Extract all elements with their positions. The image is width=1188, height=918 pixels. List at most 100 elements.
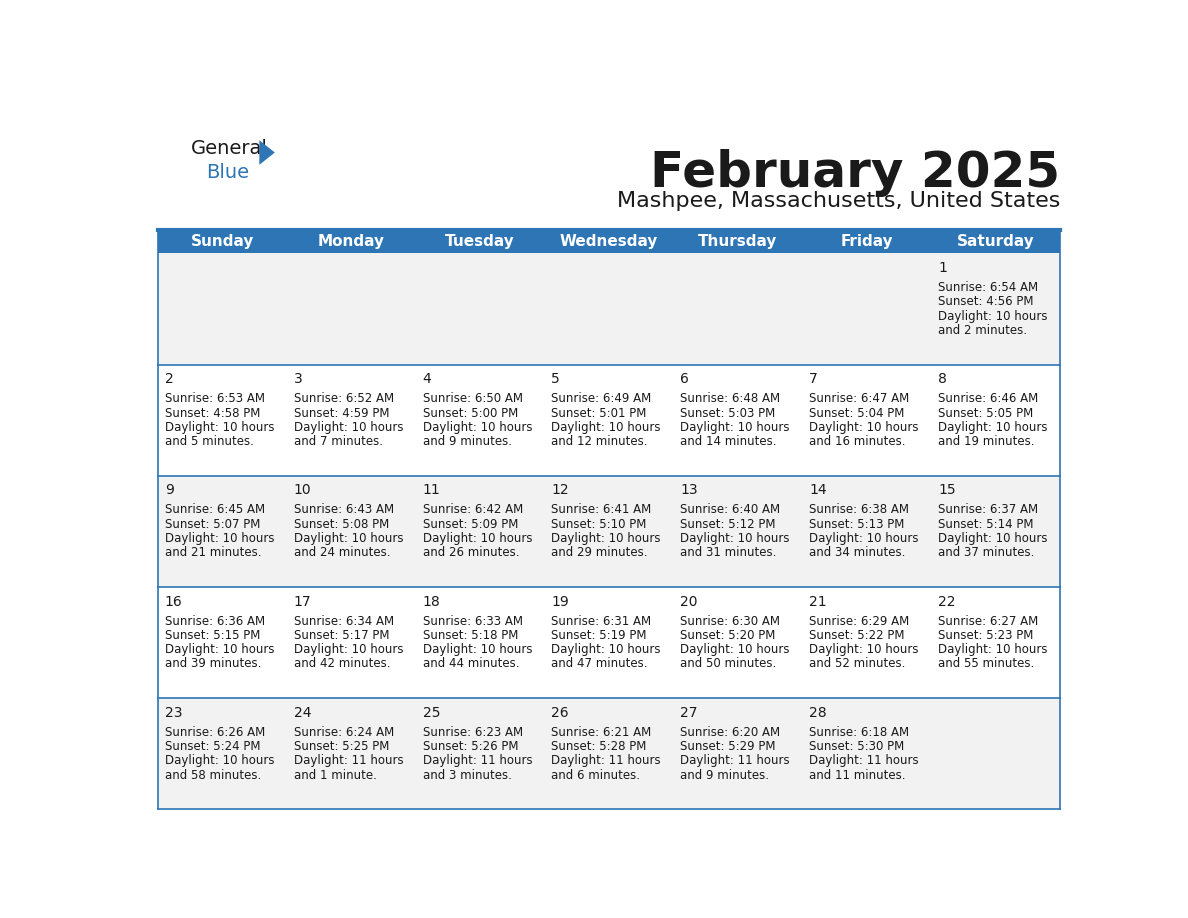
Text: Sunset: 5:01 PM: Sunset: 5:01 PM xyxy=(551,407,646,420)
Text: Sunrise: 6:30 AM: Sunrise: 6:30 AM xyxy=(681,615,781,628)
Text: Sunset: 5:26 PM: Sunset: 5:26 PM xyxy=(423,740,518,753)
Text: Sunrise: 6:50 AM: Sunrise: 6:50 AM xyxy=(423,392,523,405)
Bar xyxy=(416,476,544,587)
Text: Daylight: 10 hours: Daylight: 10 hours xyxy=(551,532,661,545)
Text: and 31 minutes.: and 31 minutes. xyxy=(681,546,777,559)
Text: Sunrise: 6:29 AM: Sunrise: 6:29 AM xyxy=(809,615,909,628)
Text: Monday: Monday xyxy=(317,234,385,249)
Text: Daylight: 11 hours: Daylight: 11 hours xyxy=(423,755,532,767)
Text: 9: 9 xyxy=(165,484,173,498)
Text: Sunset: 5:04 PM: Sunset: 5:04 PM xyxy=(809,407,904,420)
Bar xyxy=(544,364,674,476)
Bar xyxy=(674,698,802,810)
Text: Friday: Friday xyxy=(840,234,893,249)
Text: 23: 23 xyxy=(165,706,182,720)
Text: and 16 minutes.: and 16 minutes. xyxy=(809,435,905,448)
Text: and 55 minutes.: and 55 minutes. xyxy=(939,657,1035,670)
Text: Sunset: 5:03 PM: Sunset: 5:03 PM xyxy=(681,407,776,420)
Text: 26: 26 xyxy=(551,706,569,720)
Text: Sunday: Sunday xyxy=(190,234,254,249)
Text: Sunrise: 6:24 AM: Sunrise: 6:24 AM xyxy=(293,726,394,739)
Text: and 21 minutes.: and 21 minutes. xyxy=(165,546,261,559)
Text: Sunset: 5:25 PM: Sunset: 5:25 PM xyxy=(293,740,388,753)
Text: Sunset: 5:29 PM: Sunset: 5:29 PM xyxy=(681,740,776,753)
Text: Sunset: 5:14 PM: Sunset: 5:14 PM xyxy=(939,518,1034,531)
Text: Sunset: 5:20 PM: Sunset: 5:20 PM xyxy=(681,629,776,642)
Text: Sunset: 5:09 PM: Sunset: 5:09 PM xyxy=(423,518,518,531)
Bar xyxy=(931,698,1060,810)
Text: Sunset: 5:10 PM: Sunset: 5:10 PM xyxy=(551,518,646,531)
Text: Blue: Blue xyxy=(207,162,249,182)
Text: Sunset: 5:05 PM: Sunset: 5:05 PM xyxy=(939,407,1034,420)
Bar xyxy=(158,364,286,476)
Text: 3: 3 xyxy=(293,373,303,386)
Text: and 7 minutes.: and 7 minutes. xyxy=(293,435,383,448)
Bar xyxy=(158,253,286,364)
Text: and 19 minutes.: and 19 minutes. xyxy=(939,435,1035,448)
Text: Sunset: 5:24 PM: Sunset: 5:24 PM xyxy=(165,740,260,753)
Text: 1: 1 xyxy=(939,261,947,275)
Bar xyxy=(544,476,674,587)
Text: Sunset: 5:19 PM: Sunset: 5:19 PM xyxy=(551,629,647,642)
Text: Daylight: 11 hours: Daylight: 11 hours xyxy=(809,755,918,767)
Text: Sunrise: 6:54 AM: Sunrise: 6:54 AM xyxy=(939,281,1038,294)
Text: Sunset: 5:28 PM: Sunset: 5:28 PM xyxy=(551,740,646,753)
Text: Sunrise: 6:43 AM: Sunrise: 6:43 AM xyxy=(293,503,393,517)
Bar xyxy=(802,364,931,476)
Text: 12: 12 xyxy=(551,484,569,498)
Bar xyxy=(158,230,286,253)
Bar xyxy=(286,476,416,587)
Text: Daylight: 11 hours: Daylight: 11 hours xyxy=(293,755,403,767)
Text: Sunrise: 6:41 AM: Sunrise: 6:41 AM xyxy=(551,503,652,517)
Text: Daylight: 10 hours: Daylight: 10 hours xyxy=(293,644,403,656)
Text: and 1 minute.: and 1 minute. xyxy=(293,768,377,781)
Text: Sunrise: 6:37 AM: Sunrise: 6:37 AM xyxy=(939,503,1038,517)
Text: Daylight: 10 hours: Daylight: 10 hours xyxy=(939,644,1048,656)
Text: Daylight: 10 hours: Daylight: 10 hours xyxy=(293,420,403,434)
Text: Daylight: 10 hours: Daylight: 10 hours xyxy=(165,644,274,656)
Text: and 9 minutes.: and 9 minutes. xyxy=(423,435,512,448)
Text: Sunrise: 6:36 AM: Sunrise: 6:36 AM xyxy=(165,615,265,628)
Bar xyxy=(286,587,416,698)
Text: and 44 minutes.: and 44 minutes. xyxy=(423,657,519,670)
Text: 14: 14 xyxy=(809,484,827,498)
Text: Daylight: 10 hours: Daylight: 10 hours xyxy=(165,532,274,545)
Text: and 24 minutes.: and 24 minutes. xyxy=(293,546,390,559)
Text: 25: 25 xyxy=(423,706,440,720)
Text: Daylight: 10 hours: Daylight: 10 hours xyxy=(939,532,1048,545)
Bar xyxy=(802,587,931,698)
Bar xyxy=(416,698,544,810)
Text: 18: 18 xyxy=(423,595,441,609)
Text: and 34 minutes.: and 34 minutes. xyxy=(809,546,905,559)
Text: Daylight: 10 hours: Daylight: 10 hours xyxy=(809,532,918,545)
Text: Sunset: 5:15 PM: Sunset: 5:15 PM xyxy=(165,629,260,642)
Text: Sunset: 5:22 PM: Sunset: 5:22 PM xyxy=(809,629,904,642)
Text: and 12 minutes.: and 12 minutes. xyxy=(551,435,647,448)
Text: Sunrise: 6:47 AM: Sunrise: 6:47 AM xyxy=(809,392,909,405)
Bar xyxy=(544,230,674,253)
Text: 20: 20 xyxy=(681,595,697,609)
Text: 11: 11 xyxy=(423,484,441,498)
Text: Daylight: 11 hours: Daylight: 11 hours xyxy=(681,755,790,767)
Text: Daylight: 10 hours: Daylight: 10 hours xyxy=(293,532,403,545)
Bar xyxy=(674,587,802,698)
Text: Sunset: 5:30 PM: Sunset: 5:30 PM xyxy=(809,740,904,753)
Bar xyxy=(544,587,674,698)
Text: Daylight: 10 hours: Daylight: 10 hours xyxy=(681,644,790,656)
Text: Wednesday: Wednesday xyxy=(560,234,658,249)
Bar xyxy=(416,230,544,253)
Bar xyxy=(931,587,1060,698)
Text: Sunrise: 6:23 AM: Sunrise: 6:23 AM xyxy=(423,726,523,739)
Bar xyxy=(931,253,1060,364)
Text: and 5 minutes.: and 5 minutes. xyxy=(165,435,254,448)
Text: Daylight: 10 hours: Daylight: 10 hours xyxy=(423,532,532,545)
Text: Sunrise: 6:33 AM: Sunrise: 6:33 AM xyxy=(423,615,523,628)
Text: Sunrise: 6:40 AM: Sunrise: 6:40 AM xyxy=(681,503,781,517)
Text: and 11 minutes.: and 11 minutes. xyxy=(809,768,905,781)
Text: 24: 24 xyxy=(293,706,311,720)
Bar xyxy=(931,230,1060,253)
Text: and 52 minutes.: and 52 minutes. xyxy=(809,657,905,670)
Text: Sunrise: 6:53 AM: Sunrise: 6:53 AM xyxy=(165,392,265,405)
Bar xyxy=(286,253,416,364)
Text: Sunrise: 6:45 AM: Sunrise: 6:45 AM xyxy=(165,503,265,517)
